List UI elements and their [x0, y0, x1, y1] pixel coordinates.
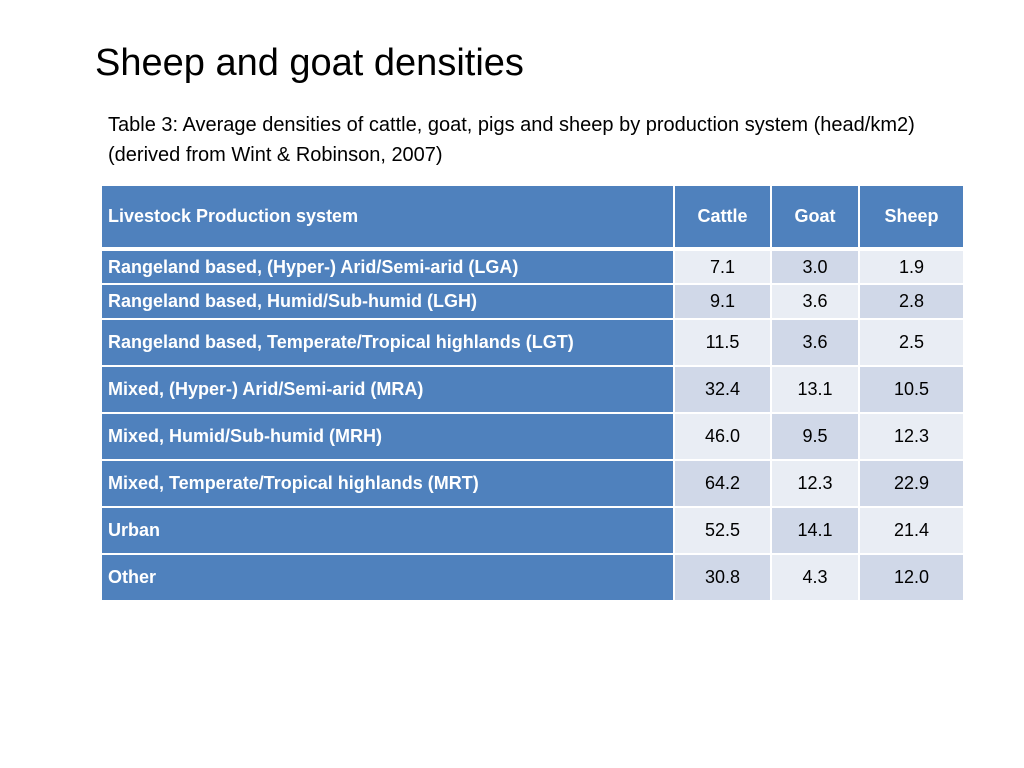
header-row: Livestock Production system Cattle Goat … — [100, 184, 965, 251]
row-system-label: Mixed, Temperate/Tropical highlands (MRT… — [100, 459, 675, 508]
table-row: Mixed, Humid/Sub-humid (MRH) 46.0 9.5 12… — [100, 412, 965, 461]
row-system-label: Rangeland based, Temperate/Tropical high… — [100, 318, 675, 367]
goat-value: 13.1 — [770, 365, 860, 414]
table-caption: Table 3: Average densities of cattle, go… — [108, 114, 915, 166]
table-row: Rangeland based, Temperate/Tropical high… — [100, 318, 965, 367]
cattle-value: 11.5 — [673, 318, 772, 367]
header-sheep: Sheep — [858, 184, 965, 251]
goat-value: 9.5 — [770, 412, 860, 461]
table-row: Rangeland based, Humid/Sub-humid (LGH) 9… — [100, 283, 965, 320]
cattle-value: 7.1 — [673, 248, 772, 285]
header-cattle: Cattle — [673, 184, 772, 251]
row-system-label: Rangeland based, Humid/Sub-humid (LGH) — [100, 283, 675, 320]
goat-value: 4.3 — [770, 553, 860, 602]
cattle-value: 9.1 — [673, 283, 772, 320]
table-body: Rangeland based, (Hyper-) Arid/Semi-arid… — [100, 248, 965, 602]
sheep-value: 12.3 — [858, 412, 965, 461]
goat-value: 12.3 — [770, 459, 860, 508]
table-header: Livestock Production system Cattle Goat … — [100, 184, 965, 251]
sheep-value: 2.8 — [858, 283, 965, 320]
slide-title: Sheep and goat densities — [95, 42, 524, 84]
row-system-label: Other — [100, 553, 675, 602]
livestock-density-table: Livestock Production system Cattle Goat … — [100, 184, 965, 602]
goat-value: 14.1 — [770, 506, 860, 555]
goat-value: 3.6 — [770, 283, 860, 320]
sheep-value: 1.9 — [858, 248, 965, 285]
row-system-label: Urban — [100, 506, 675, 555]
table-row: Other 30.8 4.3 12.0 — [100, 553, 965, 602]
table-row: Urban 52.5 14.1 21.4 — [100, 506, 965, 555]
row-system-label: Rangeland based, (Hyper-) Arid/Semi-arid… — [100, 248, 675, 285]
sheep-value: 21.4 — [858, 506, 965, 555]
table-row: Rangeland based, (Hyper-) Arid/Semi-arid… — [100, 248, 965, 285]
table-row: Mixed, (Hyper-) Arid/Semi-arid (MRA) 32.… — [100, 365, 965, 414]
table-row: Mixed, Temperate/Tropical highlands (MRT… — [100, 459, 965, 508]
cattle-value: 52.5 — [673, 506, 772, 555]
sheep-value: 22.9 — [858, 459, 965, 508]
row-system-label: Mixed, (Hyper-) Arid/Semi-arid (MRA) — [100, 365, 675, 414]
header-goat: Goat — [770, 184, 860, 251]
goat-value: 3.6 — [770, 318, 860, 367]
header-system: Livestock Production system — [100, 184, 675, 251]
row-system-label: Mixed, Humid/Sub-humid (MRH) — [100, 412, 675, 461]
sheep-value: 10.5 — [858, 365, 965, 414]
cattle-value: 30.8 — [673, 553, 772, 602]
cattle-value: 64.2 — [673, 459, 772, 508]
cattle-value: 46.0 — [673, 412, 772, 461]
sheep-value: 12.0 — [858, 553, 965, 602]
sheep-value: 2.5 — [858, 318, 965, 367]
goat-value: 3.0 — [770, 248, 860, 285]
cattle-value: 32.4 — [673, 365, 772, 414]
